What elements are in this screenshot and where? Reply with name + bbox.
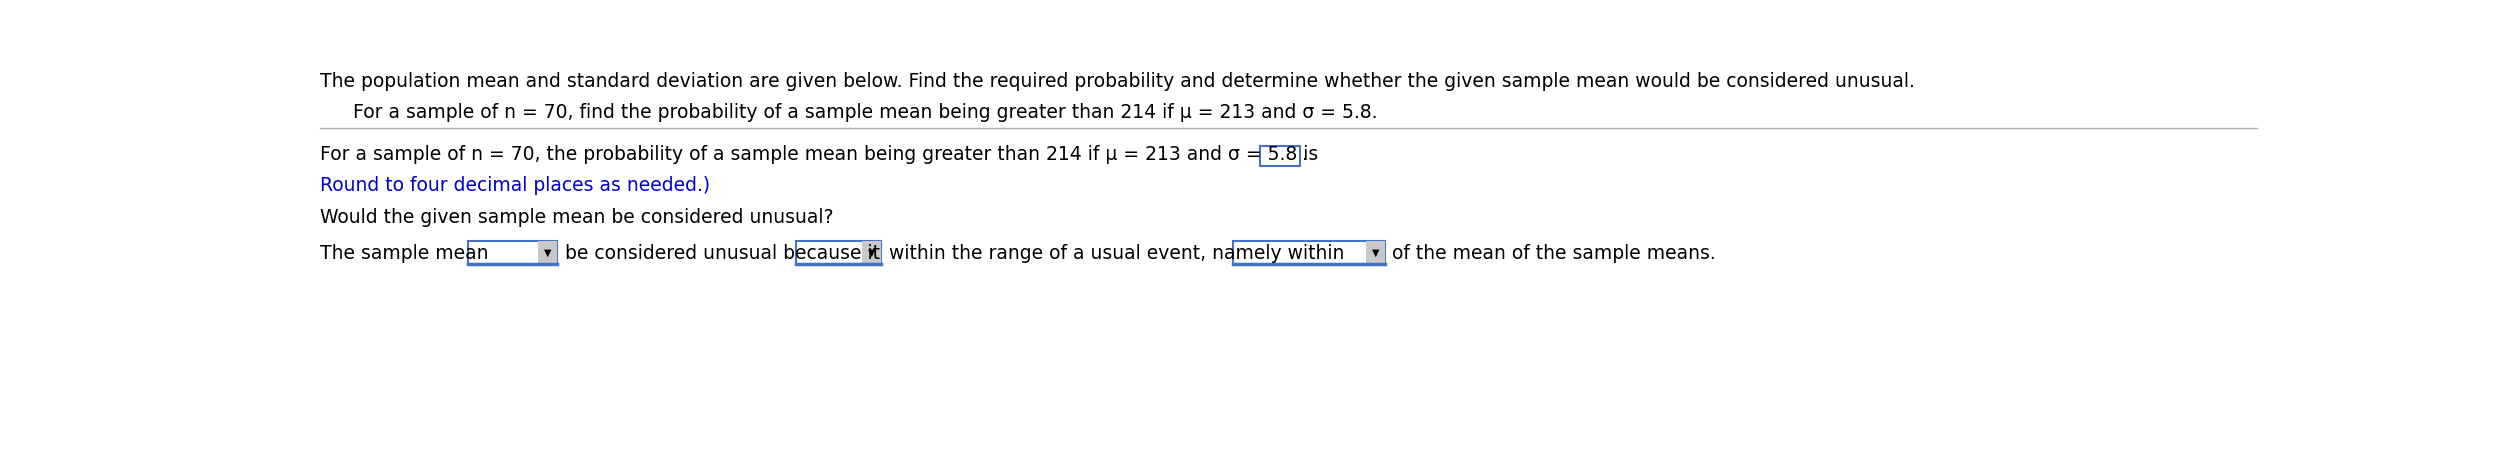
FancyBboxPatch shape [538, 241, 556, 264]
Text: within the range of a usual event, namely within: within the range of a usual event, namel… [887, 244, 1345, 263]
FancyBboxPatch shape [1234, 241, 1385, 264]
FancyBboxPatch shape [1260, 146, 1300, 166]
FancyBboxPatch shape [794, 241, 880, 264]
Text: ▼: ▼ [867, 247, 875, 257]
FancyBboxPatch shape [1365, 241, 1385, 264]
Text: For a sample of n = 70, find the probability of a sample mean being greater than: For a sample of n = 70, find the probabi… [352, 103, 1378, 122]
Text: be considered unusual because it: be considered unusual because it [566, 244, 880, 263]
Text: The population mean and standard deviation are given below. Find the required pr: The population mean and standard deviati… [319, 72, 1916, 91]
Text: For a sample of n = 70, the probability of a sample mean being greater than 214 : For a sample of n = 70, the probability … [319, 145, 1320, 164]
FancyBboxPatch shape [862, 241, 880, 264]
Text: .: . [1302, 145, 1307, 164]
Text: of the mean of the sample means.: of the mean of the sample means. [1393, 244, 1717, 263]
Text: The sample mean: The sample mean [319, 244, 488, 263]
FancyBboxPatch shape [468, 241, 556, 264]
Text: Would the given sample mean be considered unusual?: Would the given sample mean be considere… [319, 208, 835, 227]
Text: ▼: ▼ [1373, 247, 1380, 257]
Text: Round to four decimal places as needed.): Round to four decimal places as needed.) [319, 176, 711, 195]
Text: ▼: ▼ [543, 247, 551, 257]
